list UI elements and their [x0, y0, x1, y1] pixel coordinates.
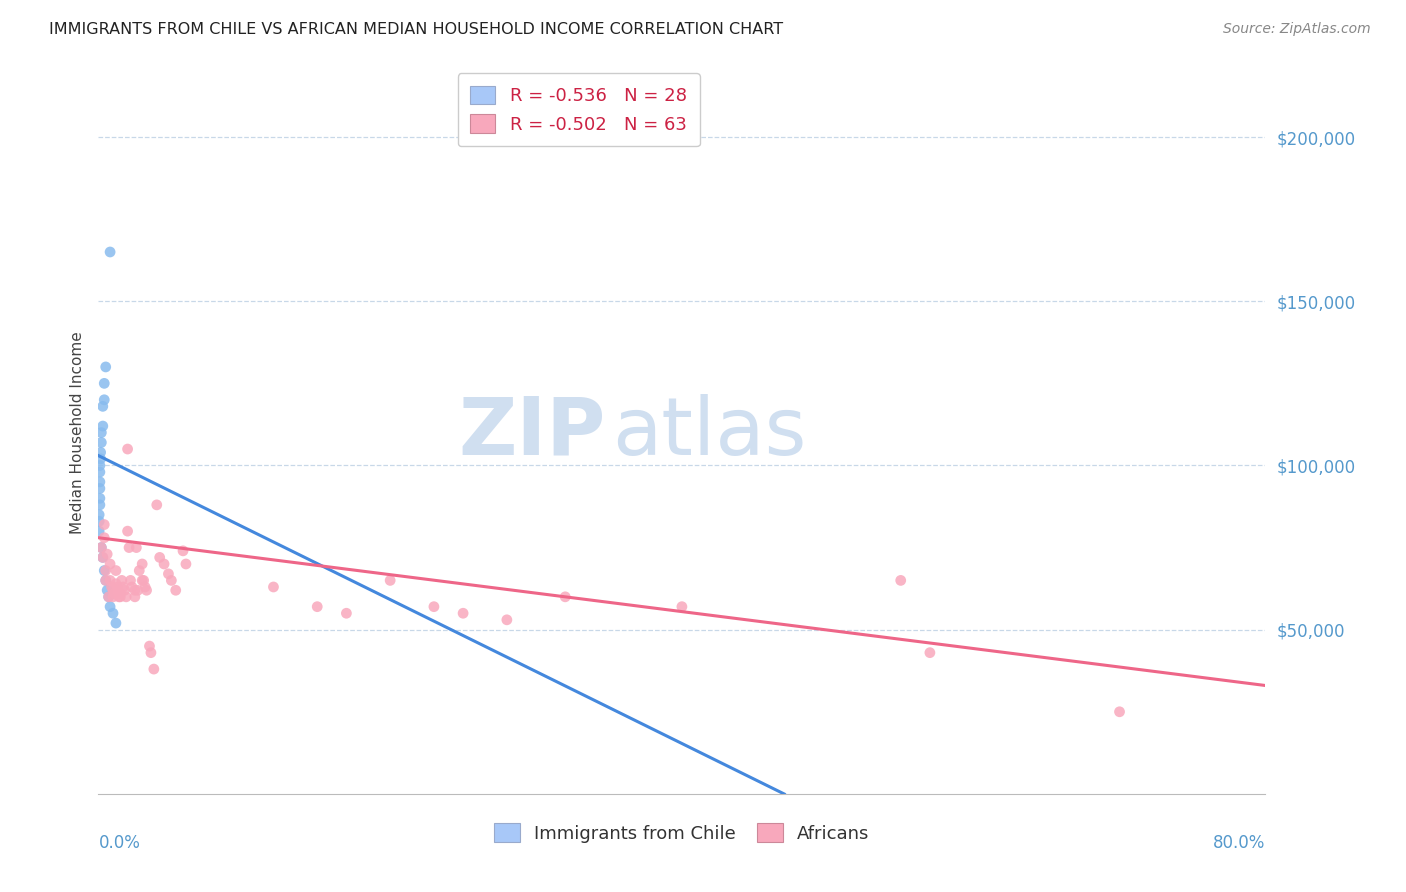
Point — [93, 531, 115, 545]
Point — [131, 557, 153, 571]
Text: atlas: atlas — [612, 393, 806, 472]
Point — [172, 544, 194, 558]
Point — [96, 547, 118, 561]
Point — [142, 662, 165, 676]
Point — [174, 557, 197, 571]
Point — [90, 451, 112, 466]
Point — [262, 580, 284, 594]
Point — [89, 514, 111, 528]
Point — [104, 564, 127, 578]
Point — [89, 498, 111, 512]
Point — [101, 583, 124, 598]
Point — [94, 574, 117, 588]
Point — [165, 583, 187, 598]
Point — [118, 541, 141, 555]
Point — [97, 590, 120, 604]
Point — [117, 524, 139, 538]
Point — [108, 590, 131, 604]
Point — [100, 580, 122, 594]
Point — [98, 574, 121, 588]
Point — [98, 557, 121, 571]
Point — [91, 419, 114, 434]
Point — [91, 550, 114, 565]
Point — [104, 616, 127, 631]
Legend: Immigrants from Chile, Africans: Immigrants from Chile, Africans — [486, 816, 877, 850]
Text: ZIP: ZIP — [458, 393, 606, 472]
Point — [101, 607, 124, 621]
Point — [160, 574, 183, 588]
Point — [117, 442, 139, 456]
Y-axis label: Median Household Income: Median Household Income — [69, 331, 84, 534]
Point — [89, 458, 111, 473]
Point — [89, 491, 111, 506]
Point — [110, 590, 132, 604]
Point — [94, 359, 117, 374]
Point — [139, 646, 162, 660]
Point — [135, 583, 157, 598]
Point — [98, 244, 121, 259]
Point — [121, 580, 143, 594]
Point — [132, 574, 155, 588]
Point — [554, 590, 576, 604]
Point — [134, 580, 156, 594]
Point — [114, 583, 136, 598]
Point — [671, 599, 693, 614]
Point — [124, 583, 146, 598]
Point — [496, 613, 519, 627]
Point — [112, 580, 135, 594]
Point — [93, 376, 115, 391]
Text: 80.0%: 80.0% — [1213, 834, 1265, 852]
Point — [98, 599, 121, 614]
Point — [89, 465, 111, 479]
Point — [127, 583, 149, 598]
Point — [307, 599, 329, 614]
Point — [89, 475, 111, 489]
Point — [96, 583, 118, 598]
Point — [90, 541, 112, 555]
Point — [105, 583, 128, 598]
Point — [89, 524, 111, 538]
Point — [93, 564, 115, 578]
Point — [131, 574, 153, 588]
Text: IMMIGRANTS FROM CHILE VS AFRICAN MEDIAN HOUSEHOLD INCOME CORRELATION CHART: IMMIGRANTS FROM CHILE VS AFRICAN MEDIAN … — [49, 22, 783, 37]
Point — [97, 590, 120, 604]
Point — [124, 590, 146, 604]
Point — [110, 586, 132, 600]
Point — [918, 646, 941, 660]
Point — [101, 590, 124, 604]
Text: Source: ZipAtlas.com: Source: ZipAtlas.com — [1223, 22, 1371, 37]
Point — [890, 574, 912, 588]
Point — [94, 574, 117, 588]
Point — [451, 607, 474, 621]
Point — [91, 400, 114, 414]
Point — [90, 435, 112, 450]
Point — [111, 574, 134, 588]
Point — [90, 445, 112, 459]
Point — [93, 517, 115, 532]
Point — [91, 550, 114, 565]
Point — [1108, 705, 1130, 719]
Point — [149, 550, 172, 565]
Point — [125, 541, 148, 555]
Point — [335, 607, 357, 621]
Point — [115, 590, 138, 604]
Point — [89, 508, 111, 522]
Point — [94, 564, 117, 578]
Point — [90, 541, 112, 555]
Point — [120, 574, 142, 588]
Point — [138, 639, 160, 653]
Point — [146, 498, 169, 512]
Point — [128, 564, 150, 578]
Point — [103, 586, 125, 600]
Point — [93, 392, 115, 407]
Point — [89, 482, 111, 496]
Point — [105, 580, 128, 594]
Text: 0.0%: 0.0% — [98, 834, 141, 852]
Point — [153, 557, 176, 571]
Point — [104, 576, 127, 591]
Point — [423, 599, 446, 614]
Point — [157, 566, 180, 581]
Point — [380, 574, 402, 588]
Point — [90, 425, 112, 440]
